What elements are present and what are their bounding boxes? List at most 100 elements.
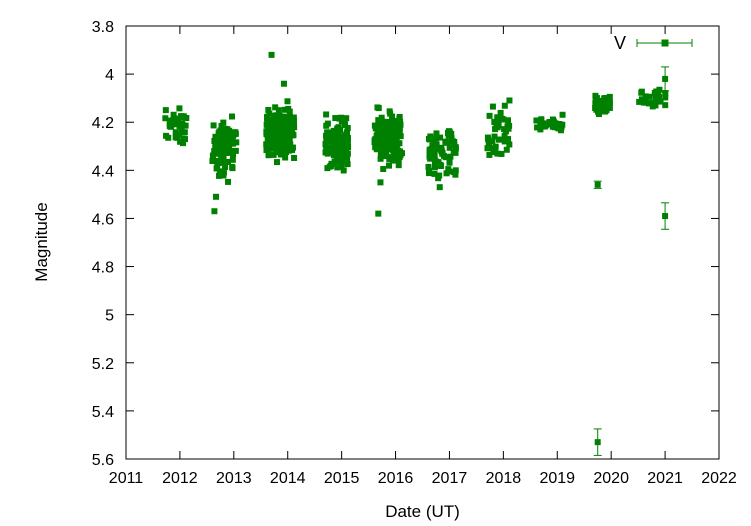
data-point <box>638 88 645 95</box>
data-point <box>215 130 222 137</box>
data-point <box>442 154 449 161</box>
data-point <box>335 126 342 133</box>
data-point <box>174 115 181 122</box>
x-tick-label: 2014 <box>270 470 306 487</box>
data-point <box>342 152 349 159</box>
data-point <box>438 163 445 170</box>
data-point <box>180 135 187 142</box>
data-point <box>501 133 508 140</box>
data-point <box>226 149 233 156</box>
data-point <box>640 99 647 106</box>
data-point <box>268 51 275 58</box>
data-point <box>487 145 494 152</box>
data-point <box>341 120 348 127</box>
data-point <box>372 136 379 143</box>
data-point <box>281 106 288 113</box>
data-point <box>492 143 499 150</box>
data-point <box>602 94 609 101</box>
data-point <box>601 104 608 111</box>
data-point <box>375 117 382 124</box>
data-point <box>181 129 188 136</box>
data-point <box>426 149 433 156</box>
data-point <box>287 115 294 122</box>
data-point <box>451 139 458 145</box>
data-point <box>485 139 492 146</box>
data-point <box>329 149 336 156</box>
data-point <box>267 117 274 124</box>
data-point <box>209 158 216 164</box>
data-point <box>327 138 334 145</box>
data-point <box>372 141 379 148</box>
data-point <box>232 147 239 154</box>
data-point <box>494 124 501 131</box>
data-point <box>214 164 221 171</box>
data-point <box>435 175 442 182</box>
data-point <box>337 114 344 121</box>
data-point <box>433 130 440 137</box>
data-point <box>374 104 381 111</box>
data-point <box>335 154 342 161</box>
x-tick-label: 2015 <box>324 470 360 487</box>
data-point <box>381 135 388 142</box>
data-point <box>270 128 277 135</box>
data-point <box>331 138 338 145</box>
data-point <box>220 169 227 176</box>
data-point <box>383 126 390 133</box>
data-point <box>645 100 652 107</box>
y-tick-label: 4.4 <box>92 163 114 180</box>
data-point <box>340 133 347 140</box>
data-point <box>393 125 400 132</box>
data-point <box>595 108 602 115</box>
data-point <box>273 120 280 127</box>
data-point <box>534 124 541 131</box>
data-point <box>662 213 669 220</box>
data-point <box>278 142 285 149</box>
data-point <box>384 142 391 148</box>
data-point <box>335 137 342 144</box>
data-point <box>431 149 438 156</box>
data-point <box>605 100 612 107</box>
data-point <box>216 168 223 175</box>
data-point <box>491 133 498 140</box>
data-point <box>183 115 190 122</box>
data-point <box>433 135 440 142</box>
data-point <box>291 154 298 161</box>
y-tick-label: 4.2 <box>92 115 114 132</box>
plot-frame <box>125 25 720 460</box>
data-point <box>344 125 351 132</box>
data-point <box>229 113 236 120</box>
data-point <box>502 128 509 135</box>
data-point <box>218 134 225 141</box>
data-point <box>324 165 331 172</box>
data-point <box>336 150 343 157</box>
data-point <box>265 129 272 136</box>
data-point <box>646 93 653 100</box>
data-point <box>216 172 223 179</box>
data-point <box>223 149 230 156</box>
data-point <box>344 161 351 168</box>
data-point <box>387 145 394 152</box>
data-point <box>445 166 452 173</box>
x-axis-label: Date (UT) <box>385 502 460 521</box>
data-point <box>220 125 227 132</box>
data-point <box>162 107 169 114</box>
data-point <box>598 107 605 114</box>
data-point <box>386 162 393 169</box>
data-point <box>486 151 493 158</box>
x-tick-label: 2011 <box>109 470 144 487</box>
data-point <box>593 104 600 111</box>
data-point <box>176 105 183 112</box>
data-point <box>211 208 218 215</box>
data-point <box>559 111 566 118</box>
y-tick-label: 4 <box>105 67 114 84</box>
data-point <box>210 122 217 129</box>
data-point <box>276 149 283 156</box>
data-point <box>537 122 544 129</box>
data-point <box>285 132 292 139</box>
data-point <box>446 144 453 151</box>
data-point <box>393 135 400 142</box>
data-point <box>170 111 177 118</box>
data-point <box>425 135 432 142</box>
data-point <box>323 111 330 118</box>
data-point <box>503 146 510 153</box>
